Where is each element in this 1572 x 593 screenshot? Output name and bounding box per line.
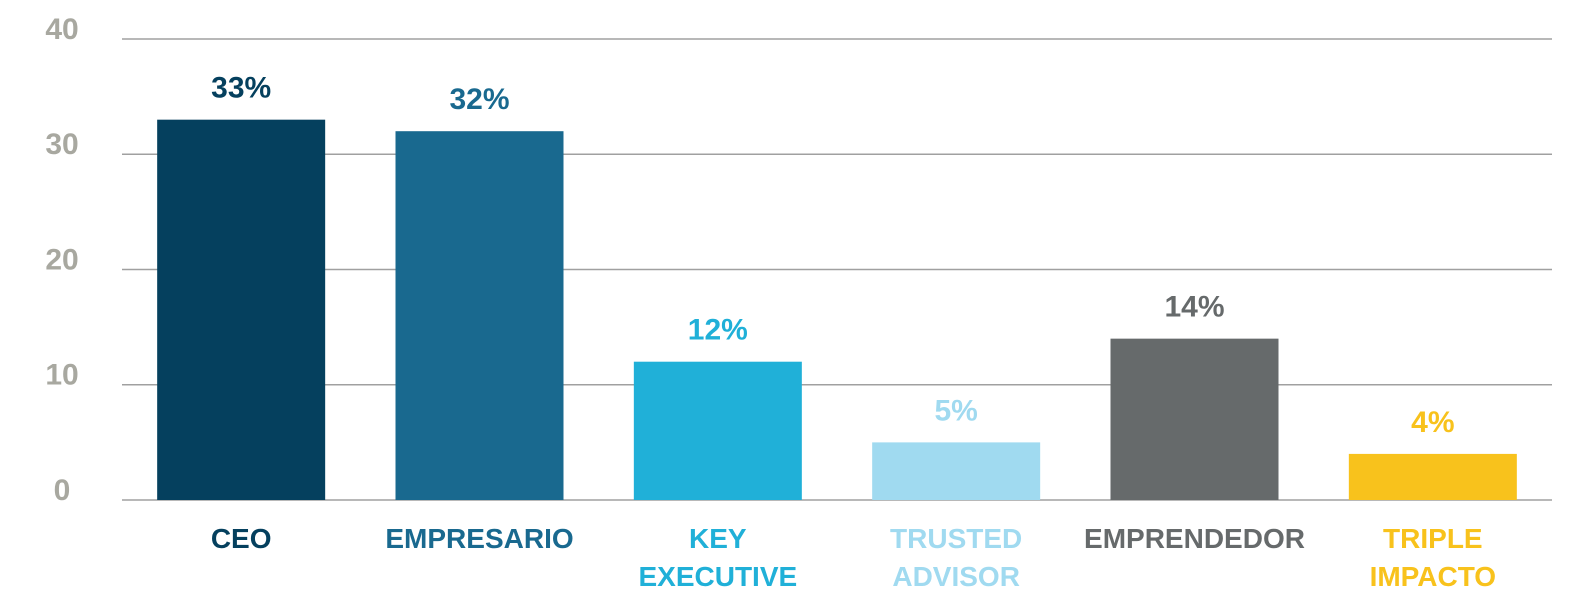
value-label: 5%: [934, 394, 977, 427]
bar: [633, 361, 802, 500]
x-tick-label: EMPRENDEDOR: [1084, 523, 1305, 554]
bar: [1348, 453, 1517, 500]
x-tick-label: EMPRESARIO: [385, 523, 574, 554]
value-label: 12%: [688, 314, 748, 347]
bar: [1110, 338, 1279, 500]
x-tick-label: TRUSTED ADVISOR: [890, 523, 1023, 592]
y-tick-label: 40: [45, 13, 78, 46]
bar: [872, 442, 1041, 500]
y-tick-label: 20: [45, 243, 78, 276]
value-label: 14%: [1164, 291, 1224, 324]
x-tick-label: CEO: [210, 523, 272, 554]
y-tick-label: 30: [45, 128, 78, 161]
value-label: 4%: [1411, 406, 1454, 439]
value-label: 33%: [211, 72, 271, 105]
y-tick-label: 0: [54, 474, 71, 507]
x-tick-label: TRIPLE IMPACTO: [1369, 523, 1497, 592]
value-label: 32%: [449, 83, 509, 116]
y-tick-label: 10: [45, 359, 78, 392]
bar: [157, 119, 326, 501]
x-tick-label: KEY EXECUTIVE: [638, 523, 798, 592]
bar: [395, 131, 564, 500]
